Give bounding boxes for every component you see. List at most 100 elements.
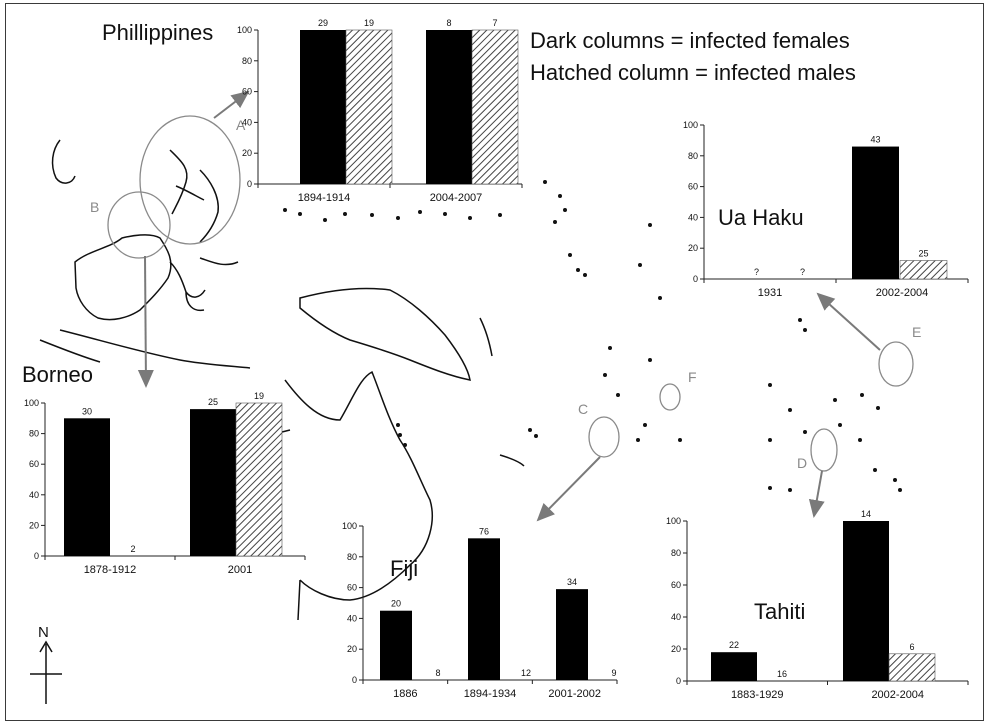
location-circles: [107, 115, 914, 472]
tahiti-bar-male: [888, 653, 936, 682]
tahiti-y-tick-label: 80: [671, 548, 681, 558]
ua-haku-y-tick-label: 60: [688, 182, 698, 192]
ua-haku-y-tick-label: 80: [688, 151, 698, 161]
fiji-data-label: 20: [391, 599, 401, 609]
borneo-y-tick-label: 0: [34, 551, 39, 561]
ua-haku-bar-female: [852, 146, 899, 279]
phillippines-bar-male: [345, 29, 393, 185]
tahiti-y-tick-label: 20: [671, 644, 681, 654]
phillippines-data-label: 29: [318, 18, 328, 28]
tahiti-y-tick-label: 60: [671, 580, 681, 590]
borneo-data-label: 25: [208, 397, 218, 407]
fiji-y-tick-label: 60: [347, 583, 357, 593]
phillippines-bar-female: [426, 30, 472, 184]
fiji-y-tick-label: 40: [347, 613, 357, 623]
ua-haku-data-label: ?: [800, 267, 805, 277]
title-tahiti: Tahiti: [754, 599, 806, 624]
fiji-y-tick-label: 100: [342, 521, 357, 531]
fiji-category-label: 2001-2002: [548, 688, 601, 700]
legend-females: Dark columns = infected females: [530, 28, 850, 53]
phillippines-data-label: 7: [492, 18, 497, 28]
tahiti-y-tick-label: 100: [666, 516, 681, 526]
borneo-y-tick-label: 20: [29, 520, 39, 530]
island-dots: [283, 180, 902, 492]
phillippines-y-tick-label: 100: [237, 25, 252, 35]
compass-label: N: [38, 624, 49, 641]
tahiti-bar-female: [843, 521, 889, 681]
title-phillippines: Phillippines: [102, 20, 214, 45]
map-letter-d: D: [797, 455, 808, 471]
figure-frame: [5, 3, 984, 721]
ua-haku-y-tick-label: 20: [688, 243, 698, 253]
map-letter-c: C: [578, 401, 589, 417]
fiji-data-label: 12: [521, 668, 531, 678]
phillippines-bar-female: [300, 30, 346, 184]
ua-haku-y-tick-label: 40: [688, 212, 698, 222]
title-fiji: Fiji: [390, 556, 419, 581]
fiji-y-tick-label: 80: [347, 552, 357, 562]
legend-males: Hatched column = infected males: [530, 60, 856, 85]
borneo-y-tick-label: 100: [24, 398, 39, 408]
borneo-data-label: 19: [254, 391, 264, 401]
phillippines-data-label: 19: [364, 18, 374, 28]
title-borneo: Borneo: [22, 362, 93, 387]
fiji-data-label: 9: [611, 668, 616, 678]
phillippines-y-tick-label: 20: [242, 148, 252, 158]
phillippines-y-tick-label: 60: [242, 87, 252, 97]
phillippines-category-label: 1894-1914: [298, 192, 351, 204]
ua-haku-data-label: 25: [918, 249, 928, 259]
ua-haku-category-label: 1931: [758, 287, 782, 299]
ua-haku-y-tick-label: 0: [693, 274, 698, 284]
phillippines-data-label: 8: [446, 18, 451, 28]
phillippines-category-label: 2004-2007: [430, 192, 483, 204]
borneo-category-label: 1878-1912: [84, 564, 137, 576]
borneo-data-label: 30: [82, 406, 92, 416]
borneo-bar-female: [190, 409, 236, 556]
tahiti-data-label: 22: [729, 640, 739, 650]
borneo-category-label: 2001: [228, 564, 252, 576]
fiji-bar-female: [468, 538, 500, 680]
ua-haku-category-label: 2002-2004: [876, 287, 929, 299]
tahiti-data-label: 6: [909, 642, 914, 652]
tahiti-y-tick-label: 0: [676, 676, 681, 686]
borneo-bar-male: [235, 402, 283, 557]
tahiti-category-label: 1883-1929: [731, 689, 784, 701]
ua-haku-data-label: ?: [754, 267, 759, 277]
fiji-bar-female: [556, 589, 588, 680]
map-letter-a: A: [236, 117, 246, 133]
tahiti-data-label: 16: [777, 669, 787, 679]
phillippines-y-tick-label: 80: [242, 56, 252, 66]
tahiti-bar-female: [711, 652, 757, 681]
fiji-category-label: 1886: [393, 688, 417, 700]
borneo-data-label: 2: [130, 544, 135, 554]
fiji-y-tick-label: 20: [347, 644, 357, 654]
tahiti-category-label: 2002-2004: [871, 689, 924, 701]
tahiti-y-tick-label: 40: [671, 612, 681, 622]
title-ua-haku: Ua Haku: [718, 205, 804, 230]
fiji-data-label: 34: [567, 577, 577, 587]
borneo-y-tick-label: 40: [29, 490, 39, 500]
phillippines-y-tick-label: 40: [242, 117, 252, 127]
map-letter-e: E: [912, 324, 922, 340]
ua-haku-data-label: 43: [870, 135, 880, 145]
fiji-data-label: 76: [479, 526, 489, 536]
map-letter-b: B: [90, 199, 100, 215]
fiji-bar-female: [380, 610, 412, 680]
ua-haku-y-tick-label: 100: [683, 120, 698, 130]
phillippines-y-tick-label: 0: [247, 179, 252, 189]
borneo-y-tick-label: 60: [29, 459, 39, 469]
tahiti-data-label: 14: [861, 509, 871, 519]
borneo-y-tick-label: 80: [29, 429, 39, 439]
fiji-category-label: 1894-1934: [464, 688, 517, 700]
fiji-y-tick-label: 0: [352, 675, 357, 685]
phillippines-bar-male: [471, 29, 519, 185]
fiji-data-label: 8: [435, 668, 440, 678]
compass-arrowhead: [39, 640, 53, 653]
pointer-arrows: [137, 90, 881, 522]
